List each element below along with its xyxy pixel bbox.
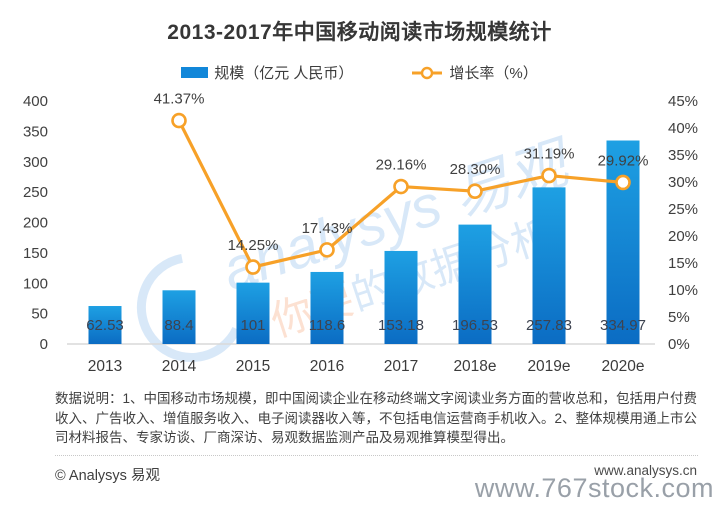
line-marker bbox=[245, 259, 261, 275]
x-axis: 2013 2014 2015 2016 2017 2018e 2019e 2020e bbox=[88, 358, 645, 375]
analysys-watermark: analysys 易观你要的数据分析 bbox=[136, 129, 580, 362]
bar bbox=[458, 224, 492, 344]
line-marker bbox=[615, 174, 631, 191]
legend-item-growth: 增长率（%） bbox=[411, 62, 538, 83]
x-axis-label: 2015 bbox=[236, 358, 270, 375]
bar bbox=[162, 290, 196, 344]
right-axis-tick: 45% bbox=[668, 93, 698, 110]
x-axis-label: 2017 bbox=[384, 358, 418, 375]
market-size-chart: analysys 易观你要的数据分析 0 50 100 150 200 250 300 350 4… bbox=[23, 91, 698, 375]
left-axis-tick: 150 bbox=[23, 245, 48, 262]
x-axis-label: 2013 bbox=[88, 358, 122, 375]
bar-value-label: 88.4 bbox=[164, 317, 193, 334]
right-axis-tick: 35% bbox=[668, 147, 698, 164]
bar-value-label: 257.83 bbox=[526, 317, 572, 334]
x-axis-label: 2019e bbox=[527, 358, 570, 375]
chart-legend: 规模（亿元 人民币） 增长率（%） bbox=[0, 62, 719, 83]
page-title: 2013-2017年中国移动阅读市场规模统计 bbox=[167, 21, 552, 44]
bar-value-label: 101 bbox=[240, 317, 265, 334]
growth-value-label: 31.19% bbox=[524, 146, 575, 163]
left-axis-tick: 400 bbox=[23, 93, 48, 110]
growth-value-label: 41.37% bbox=[154, 91, 205, 108]
left-axis-tick: 300 bbox=[23, 154, 48, 171]
left-axis-tick: 200 bbox=[23, 215, 48, 232]
growth-value-label: 29.16% bbox=[376, 157, 427, 174]
right-axis-tick: 20% bbox=[668, 228, 698, 245]
legend-bar-label: 规模（亿元 人民币） bbox=[214, 65, 354, 82]
line-marker bbox=[541, 167, 557, 184]
bar-swatch-icon bbox=[181, 67, 209, 78]
right-axis-tick: 40% bbox=[668, 120, 698, 137]
line-marker bbox=[467, 183, 483, 199]
line-marker bbox=[319, 242, 335, 258]
left-axis-tick: 0 bbox=[40, 336, 48, 353]
bar bbox=[532, 187, 566, 344]
bar bbox=[384, 250, 418, 344]
left-axis-tick: 250 bbox=[23, 184, 48, 201]
legend-item-scale: 规模（亿元 人民币） bbox=[181, 62, 353, 83]
left-axis: 0 50 100 150 200 250 300 350 400 bbox=[23, 93, 48, 353]
bar-value-label: 196.53 bbox=[452, 317, 498, 334]
copyright-text: © Analysys 易观 bbox=[55, 468, 160, 484]
bar bbox=[606, 140, 640, 344]
growth-value-label: 29.92% bbox=[598, 152, 649, 169]
legend-line-label: 增长率（%） bbox=[449, 65, 538, 82]
stock-watermark-text: www.767stock.com bbox=[474, 473, 714, 503]
growth-value-label: 17.43% bbox=[302, 220, 353, 237]
growth-value-label: 28.30% bbox=[450, 161, 501, 178]
growth-line-group: 41.37% 14.25% 17.43% 29.16% 28.30% 31.19% 29.9… bbox=[154, 91, 649, 275]
left-axis-tick: 50 bbox=[31, 306, 48, 323]
left-axis-tick: 100 bbox=[23, 275, 48, 292]
line-marker bbox=[171, 112, 187, 129]
bars-group: 62.53 88.4 101 118.6 153.18 196.53 257.83 334.9… bbox=[86, 140, 646, 344]
left-axis-tick: 350 bbox=[23, 123, 48, 140]
bar bbox=[88, 306, 122, 344]
line-marker bbox=[393, 178, 409, 195]
bar-value-label: 118.6 bbox=[309, 317, 345, 334]
line-marker-icon bbox=[412, 66, 443, 79]
watermark-swoosh-icon bbox=[136, 253, 241, 362]
bar-value-label: 334.97 bbox=[600, 317, 646, 334]
right-axis-tick: 15% bbox=[668, 255, 698, 272]
right-axis-tick: 5% bbox=[668, 309, 690, 326]
bar bbox=[310, 271, 344, 344]
right-axis-tick: 0% bbox=[668, 336, 690, 353]
growth-value-label: 14.25% bbox=[228, 237, 279, 254]
right-axis: 0% 5% 10% 15% 20% 25% 30% 35% 40% 45% bbox=[668, 93, 698, 353]
x-axis-label: 2020e bbox=[601, 358, 644, 375]
bar-value-label: 153.18 bbox=[378, 317, 424, 334]
x-axis-label: 2014 bbox=[162, 358, 197, 375]
footer-divider bbox=[55, 455, 698, 456]
bar-value-label: 62.53 bbox=[86, 317, 124, 334]
x-axis-label: 2016 bbox=[310, 358, 344, 375]
x-axis-label: 2018e bbox=[453, 358, 496, 375]
right-axis-tick: 10% bbox=[668, 282, 698, 299]
right-axis-tick: 30% bbox=[668, 174, 698, 191]
right-axis-tick: 25% bbox=[668, 201, 698, 218]
website-url: www.analysys.cn bbox=[594, 463, 697, 478]
data-note: 数据说明：1、中国移动市场规模，即中国阅读企业在移动终端文字阅读业务方面的营收总… bbox=[55, 391, 698, 445]
bar bbox=[236, 282, 270, 344]
